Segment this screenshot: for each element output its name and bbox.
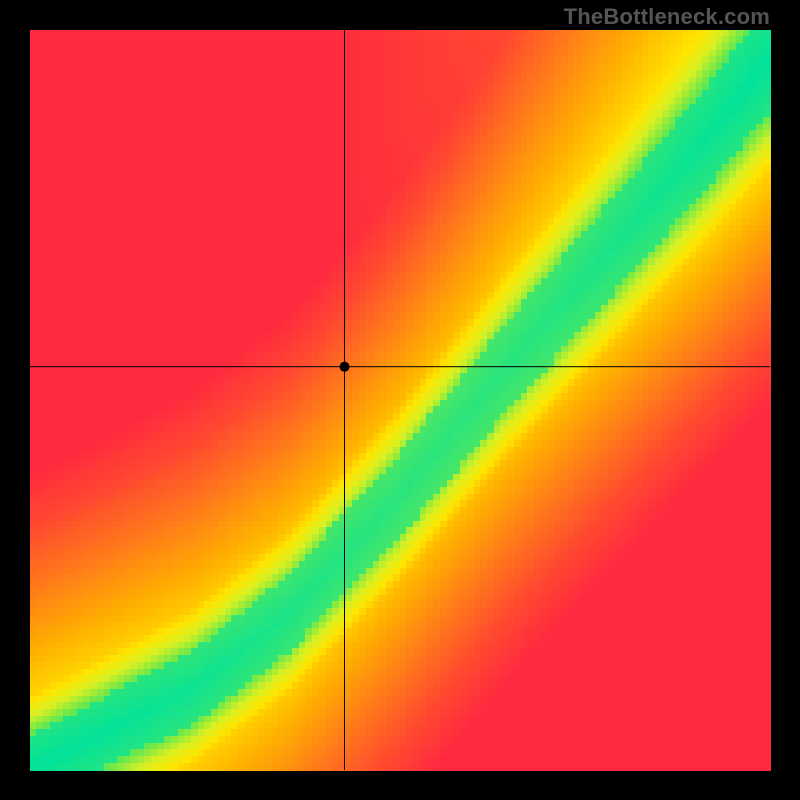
watermark-text: TheBottleneck.com xyxy=(564,4,770,30)
chart-container: TheBottleneck.com xyxy=(0,0,800,800)
bottleneck-heatmap xyxy=(0,0,800,800)
